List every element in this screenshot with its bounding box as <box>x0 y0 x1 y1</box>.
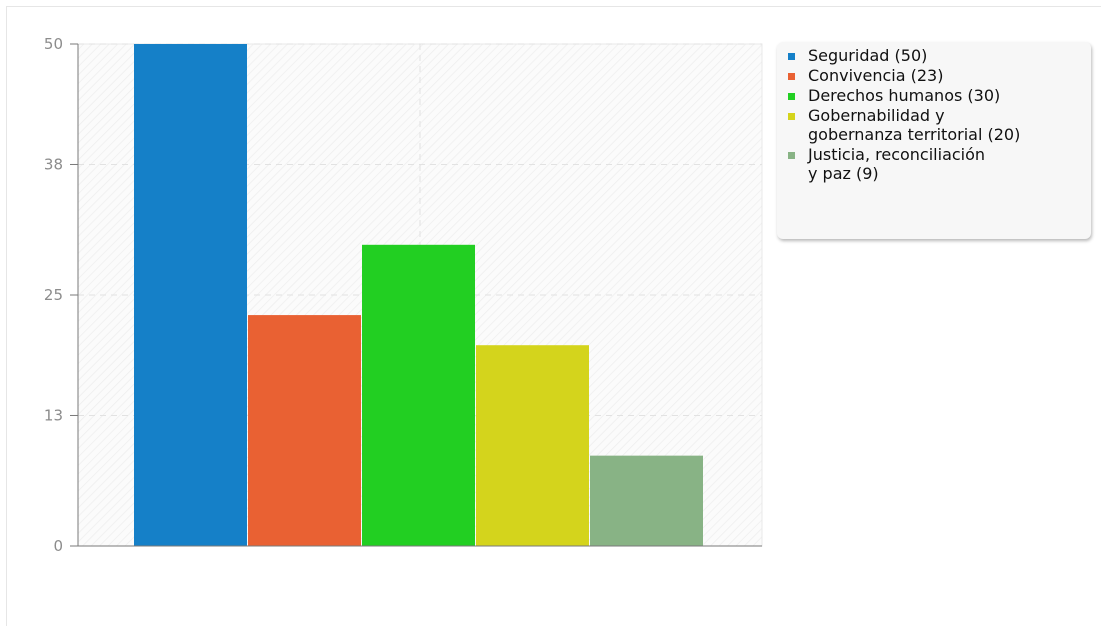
bar[interactable] <box>476 345 589 546</box>
legend-label: Gobernabilidad y <box>808 106 945 125</box>
legend-label: Derechos humanos (30) <box>808 86 1001 105</box>
legend-label: Justicia, reconciliación <box>808 145 986 164</box>
y-tick-label: 0 <box>53 537 63 555</box>
legend-swatch <box>788 73 795 80</box>
bar[interactable] <box>590 455 703 546</box>
y-axis-ticks: 0 13 25 38 50 <box>44 35 78 555</box>
legend-swatch <box>788 113 795 120</box>
bars <box>134 44 703 547</box>
y-tick-label: 25 <box>44 286 63 304</box>
legend-label: Seguridad (50) <box>808 46 928 65</box>
legend-item[interactable]: Derechos humanos (30) <box>787 86 1083 105</box>
legend-item[interactable]: Justicia, reconciliación y paz (9) <box>787 145 1083 183</box>
legend-label: Convivencia (23) <box>808 66 944 85</box>
bar[interactable] <box>134 44 247 546</box>
legend-swatch <box>788 53 795 60</box>
y-tick-label: 50 <box>44 35 63 53</box>
legend-label: y paz (9) <box>808 164 879 183</box>
legend-item[interactable]: Gobernabilidad y gobernanza territorial (… <box>787 106 1083 144</box>
bar[interactable] <box>362 244 475 547</box>
legend-item[interactable]: Seguridad (50) <box>787 46 1083 65</box>
bar[interactable] <box>248 315 361 546</box>
y-tick-label: 38 <box>44 155 63 173</box>
legend-label: gobernanza territorial (20) <box>808 125 1021 144</box>
legend: Seguridad (50) Convivencia (23) Derechos h… <box>777 42 1091 239</box>
legend-swatch <box>788 93 795 100</box>
y-tick-label: 13 <box>44 406 63 424</box>
legend-item[interactable]: Convivencia (23) <box>787 66 1083 85</box>
legend-swatch <box>788 152 795 159</box>
